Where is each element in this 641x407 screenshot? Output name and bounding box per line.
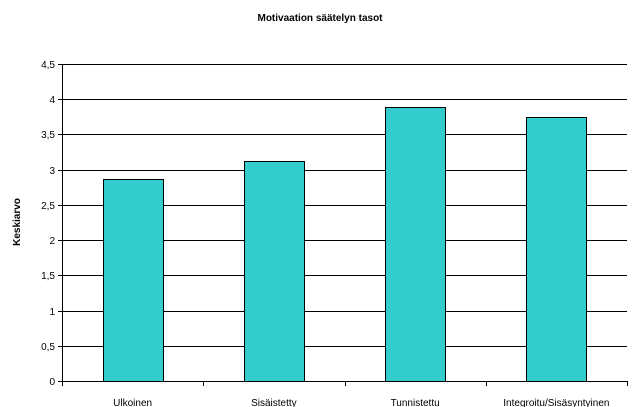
y-axis-label: Keskiarvo [12,198,23,246]
bar [526,117,587,382]
bar [244,161,305,382]
y-tick-label: 4,5 [41,60,55,71]
bars [103,107,587,382]
bar [103,179,164,382]
y-tick-label: 0 [49,377,55,388]
bar [385,107,446,382]
y-tick-label: 2,5 [41,201,55,212]
y-tick-label: 2 [49,236,55,247]
y-tick-label: 1,5 [41,271,55,282]
x-tick-label: Integroitu/Sisäsyntyinen [503,398,609,407]
x-tick-label: Sisäistetty [251,398,297,407]
axes [58,64,628,386]
y-tick-label: 0,5 [41,342,55,353]
chart-title: Motivaation säätelyn tasot [257,13,383,24]
y-tick-labels: 0 0,5 1 1,5 2 2,5 3 3,5 4 4,5 [41,60,55,388]
y-tick-label: 3,5 [41,130,55,141]
x-tick-label: Tunnistettu [391,398,440,407]
x-tick-label: Ulkoinen [113,398,152,407]
y-tick-label: 4 [49,95,55,106]
y-tick-label: 1 [49,307,55,318]
x-tick-labels: Ulkoinen Sisäistetty Tunnistettu Integroitu… [113,398,609,407]
y-tick-label: 3 [49,166,55,177]
